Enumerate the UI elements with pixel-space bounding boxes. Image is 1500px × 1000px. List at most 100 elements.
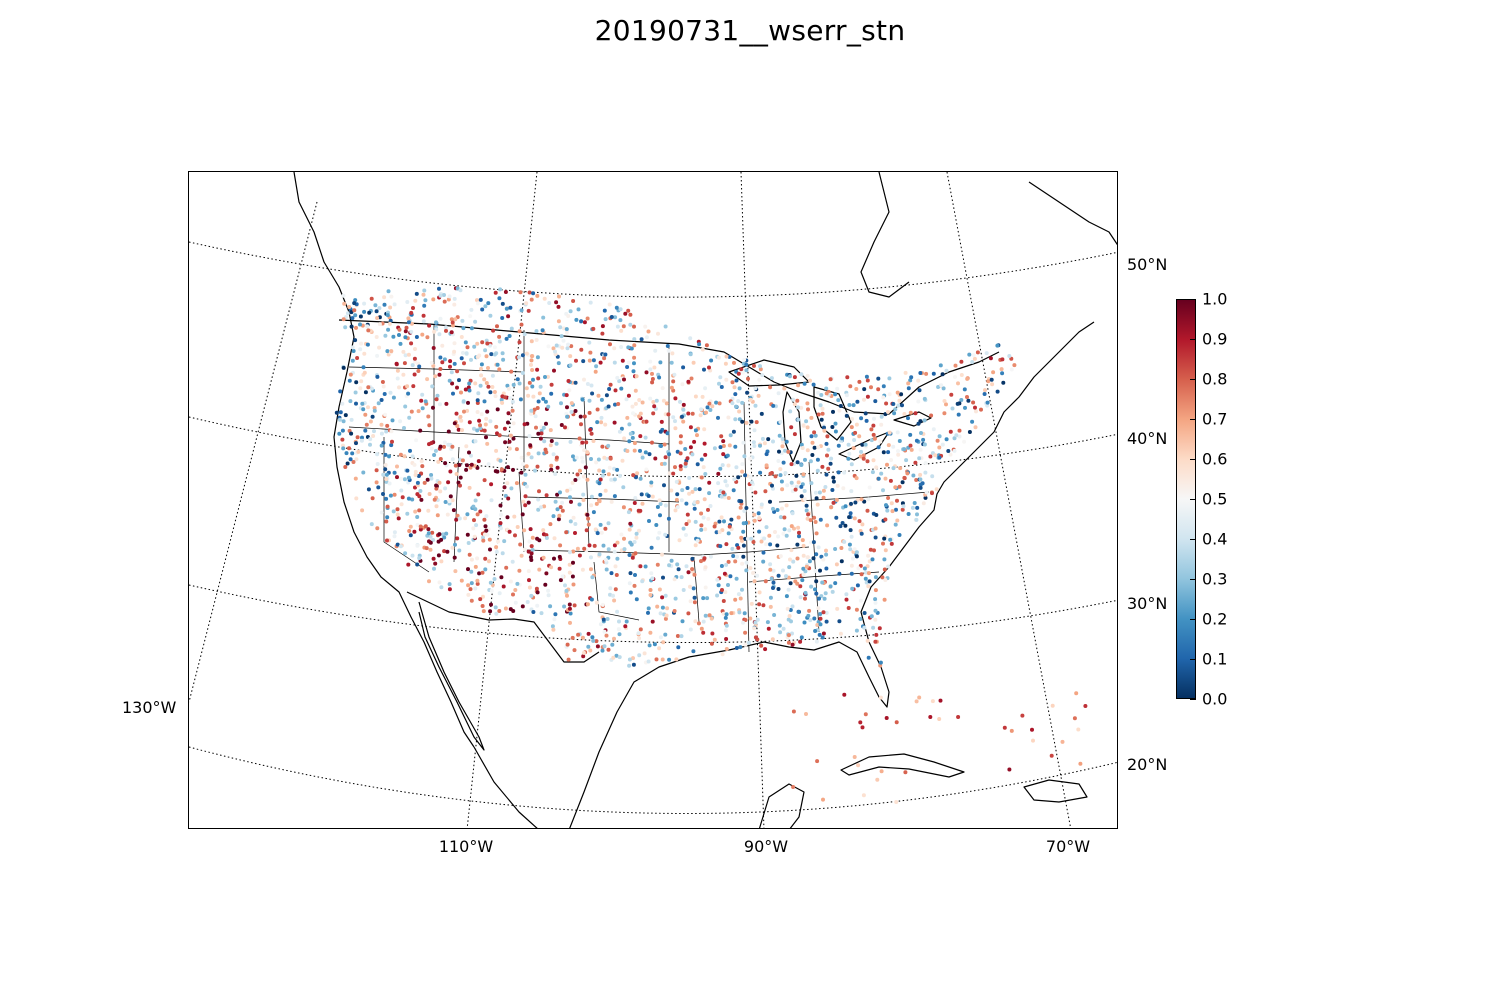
station-marker: [348, 457, 353, 462]
station-marker: [800, 446, 805, 450]
station-marker: [930, 491, 934, 496]
station-marker: [337, 431, 342, 436]
station-marker: [937, 455, 942, 460]
station-marker: [334, 410, 339, 415]
station-marker: [822, 425, 826, 430]
station-marker: [452, 341, 457, 346]
station-marker: [397, 327, 402, 332]
station-marker: [975, 350, 980, 355]
station-marker: [585, 477, 590, 482]
station-marker: [1000, 371, 1005, 376]
station-marker: [507, 334, 512, 338]
station-marker: [387, 454, 391, 459]
station-marker: [889, 541, 894, 546]
station-marker: [725, 453, 730, 458]
station-marker: [442, 440, 447, 445]
station-marker: [563, 425, 567, 430]
station-marker: [410, 454, 415, 459]
station-marker: [385, 538, 389, 543]
station-marker: [354, 496, 359, 501]
station-marker: [950, 406, 955, 411]
station-marker: [612, 543, 617, 548]
station-marker: [403, 335, 408, 340]
station-marker: [928, 715, 933, 719]
station-marker: [379, 443, 384, 448]
station-marker: [921, 501, 926, 506]
station-marker: [594, 501, 599, 506]
station-map[interactable]: [189, 172, 1118, 829]
station-marker: [443, 461, 448, 466]
station-marker: [589, 383, 594, 388]
station-marker: [908, 432, 913, 437]
station-marker: [906, 386, 911, 391]
station-marker: [819, 554, 824, 559]
station-marker: [614, 573, 619, 577]
station-marker: [801, 572, 806, 577]
station-marker: [579, 444, 584, 449]
station-marker: [970, 360, 975, 364]
lat-label-40n: 40°N: [1127, 429, 1168, 448]
station-marker: [498, 526, 503, 531]
station-marker: [518, 290, 523, 295]
station-marker: [615, 467, 620, 472]
station-marker: [425, 335, 430, 340]
station-marker: [837, 571, 842, 576]
station-marker: [467, 381, 472, 386]
map-panel[interactable]: [188, 171, 1118, 829]
station-marker: [724, 377, 729, 382]
station-marker: [872, 436, 877, 441]
station-marker: [530, 354, 534, 359]
station-marker: [677, 538, 682, 543]
station-marker: [373, 303, 378, 308]
station-marker: [883, 476, 888, 481]
station-marker: [778, 554, 783, 559]
station-marker: [405, 384, 410, 389]
station-marker: [566, 657, 571, 662]
station-marker: [973, 405, 977, 410]
station-marker: [476, 492, 481, 497]
station-marker: [813, 587, 817, 592]
station-marker: [805, 373, 810, 378]
station-marker: [871, 625, 876, 630]
station-marker: [816, 606, 821, 611]
station-marker: [524, 464, 529, 469]
station-marker: [638, 508, 643, 513]
station-marker: [763, 579, 768, 584]
station-marker: [577, 553, 582, 558]
station-marker: [508, 579, 513, 584]
station-marker: [602, 644, 607, 649]
station-marker: [821, 797, 825, 802]
station-marker: [452, 302, 457, 307]
station-marker: [613, 315, 618, 320]
station-marker: [834, 562, 839, 567]
station-marker: [408, 448, 412, 453]
station-marker: [781, 460, 786, 465]
station-marker: [518, 542, 523, 547]
station-marker: [617, 619, 621, 624]
station-marker: [632, 324, 636, 329]
station-marker: [799, 372, 804, 377]
station-marker: [781, 531, 786, 536]
station-marker: [618, 318, 623, 323]
station-marker: [866, 497, 871, 502]
station-marker: [873, 575, 878, 580]
station-marker: [412, 462, 417, 467]
station-marker: [837, 619, 842, 624]
station-marker: [762, 536, 767, 541]
station-marker: [602, 629, 607, 634]
station-marker: [779, 479, 784, 484]
station-marker: [489, 498, 494, 503]
station-marker: [365, 342, 370, 347]
station-marker: [631, 656, 635, 661]
station-marker: [457, 548, 462, 553]
station-marker: [538, 505, 543, 510]
station-marker: [736, 592, 741, 597]
station-marker: [611, 655, 616, 660]
station-marker: [707, 401, 712, 406]
station-marker: [716, 355, 721, 360]
station-marker: [568, 611, 573, 616]
station-marker: [891, 402, 896, 406]
station-marker: [795, 581, 800, 586]
colorbar-tick-mark: [1190, 699, 1196, 700]
station-marker: [438, 355, 443, 360]
